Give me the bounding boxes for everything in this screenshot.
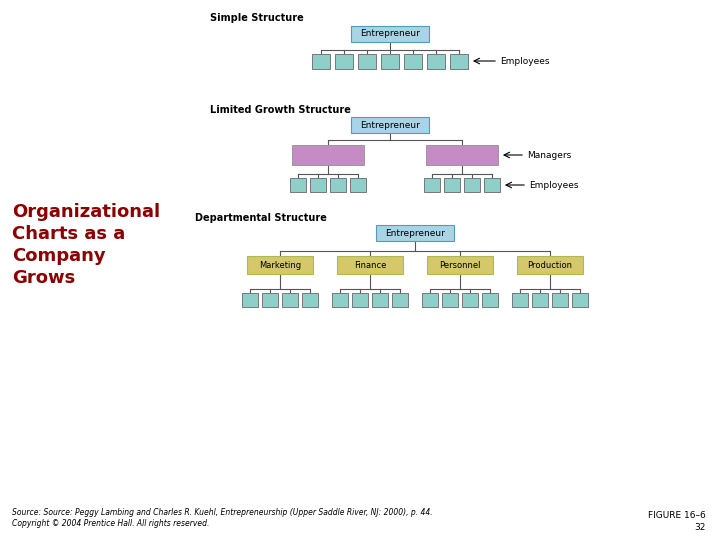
FancyBboxPatch shape: [242, 293, 258, 307]
Text: Personnel: Personnel: [439, 260, 481, 269]
FancyBboxPatch shape: [351, 117, 429, 133]
FancyBboxPatch shape: [512, 293, 528, 307]
FancyBboxPatch shape: [302, 293, 318, 307]
Text: Organizational
Charts as a
Company
Grows: Organizational Charts as a Company Grows: [12, 202, 160, 287]
FancyBboxPatch shape: [464, 178, 480, 192]
FancyBboxPatch shape: [427, 256, 493, 274]
FancyBboxPatch shape: [422, 293, 438, 307]
FancyBboxPatch shape: [247, 256, 313, 274]
FancyBboxPatch shape: [312, 53, 330, 69]
Text: Entrepreneur: Entrepreneur: [385, 228, 445, 238]
Text: Production: Production: [528, 260, 572, 269]
FancyBboxPatch shape: [482, 293, 498, 307]
Text: Managers: Managers: [527, 151, 571, 159]
Text: Finance: Finance: [354, 260, 386, 269]
FancyBboxPatch shape: [381, 53, 399, 69]
Text: Marketing: Marketing: [259, 260, 301, 269]
FancyBboxPatch shape: [517, 256, 583, 274]
Text: Employees: Employees: [500, 57, 549, 65]
FancyBboxPatch shape: [335, 53, 353, 69]
FancyBboxPatch shape: [462, 293, 478, 307]
FancyBboxPatch shape: [392, 293, 408, 307]
FancyBboxPatch shape: [337, 256, 403, 274]
FancyBboxPatch shape: [572, 293, 588, 307]
FancyBboxPatch shape: [484, 178, 500, 192]
FancyBboxPatch shape: [332, 293, 348, 307]
FancyBboxPatch shape: [290, 178, 306, 192]
FancyBboxPatch shape: [310, 178, 326, 192]
FancyBboxPatch shape: [351, 26, 429, 42]
Text: Limited Growth Structure: Limited Growth Structure: [210, 105, 351, 115]
Text: Departmental Structure: Departmental Structure: [195, 213, 327, 223]
Text: Employees: Employees: [529, 180, 578, 190]
FancyBboxPatch shape: [376, 225, 454, 241]
FancyBboxPatch shape: [372, 293, 388, 307]
FancyBboxPatch shape: [262, 293, 278, 307]
FancyBboxPatch shape: [426, 145, 498, 165]
FancyBboxPatch shape: [424, 178, 440, 192]
FancyBboxPatch shape: [442, 293, 458, 307]
FancyBboxPatch shape: [444, 178, 460, 192]
Text: FIGURE 16–6: FIGURE 16–6: [648, 511, 706, 521]
FancyBboxPatch shape: [282, 293, 298, 307]
FancyBboxPatch shape: [427, 53, 445, 69]
FancyBboxPatch shape: [450, 53, 468, 69]
FancyBboxPatch shape: [292, 145, 364, 165]
FancyBboxPatch shape: [352, 293, 368, 307]
Text: 32: 32: [695, 523, 706, 531]
FancyBboxPatch shape: [404, 53, 422, 69]
FancyBboxPatch shape: [350, 178, 366, 192]
FancyBboxPatch shape: [330, 178, 346, 192]
Text: Simple Structure: Simple Structure: [210, 13, 304, 23]
FancyBboxPatch shape: [532, 293, 548, 307]
Text: Source: Source: Peggy Lambing and Charles R. Kuehl, Entrepreneurship (Upper Sadd: Source: Source: Peggy Lambing and Charle…: [12, 508, 433, 528]
FancyBboxPatch shape: [552, 293, 568, 307]
FancyBboxPatch shape: [358, 53, 376, 69]
Text: Entrepreneur: Entrepreneur: [360, 30, 420, 38]
Text: Entrepreneur: Entrepreneur: [360, 120, 420, 130]
